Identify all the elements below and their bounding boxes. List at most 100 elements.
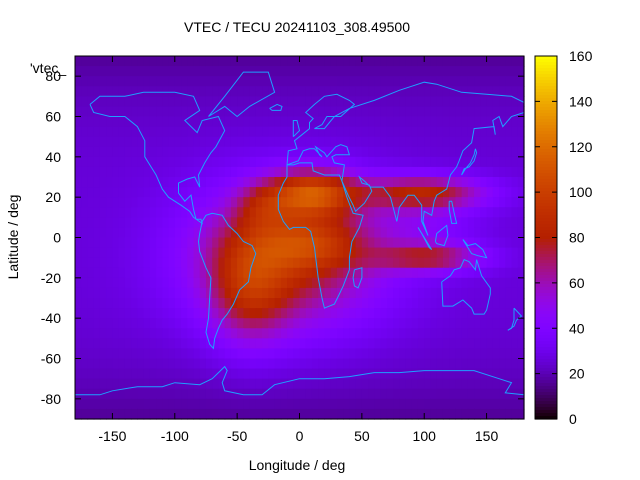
heatmap-cell	[212, 267, 220, 279]
heatmap-cell	[274, 358, 282, 370]
heatmap-cell	[299, 116, 307, 128]
heatmap-cell	[461, 197, 469, 208]
heatmap-cell	[99, 398, 107, 410]
heatmap-cell	[230, 408, 238, 420]
heatmap-cell	[156, 166, 163, 178]
colorbar-tick-label: 60	[569, 275, 585, 291]
heatmap-cell	[162, 378, 170, 390]
colorbar-segment	[535, 164, 557, 168]
heatmap-cell	[212, 66, 220, 77]
heatmap-cell	[237, 86, 244, 97]
heatmap-cell	[499, 348, 506, 360]
heatmap-cell	[255, 86, 263, 97]
heatmap-cell	[318, 126, 326, 138]
heatmap-cell	[318, 116, 326, 128]
heatmap-cell	[480, 298, 488, 309]
heatmap-cell	[199, 66, 207, 77]
heatmap-cell	[230, 166, 238, 178]
heatmap-cell	[361, 106, 369, 118]
heatmap-cell	[287, 328, 294, 339]
heatmap-cell	[467, 156, 475, 168]
heatmap-cell	[374, 368, 382, 380]
heatmap-cell	[405, 338, 413, 350]
heatmap-cell	[118, 106, 126, 118]
heatmap-cell	[399, 388, 407, 400]
heatmap-cell	[81, 398, 89, 410]
heatmap-cell	[131, 267, 138, 279]
heatmap-cell	[87, 116, 95, 128]
heatmap-cell	[162, 408, 170, 420]
heatmap-cell	[237, 166, 244, 178]
heatmap-cell	[386, 388, 394, 400]
heatmap-cell	[87, 247, 95, 259]
heatmap-cell	[168, 156, 176, 168]
colorbar-segment	[535, 92, 557, 96]
heatmap-cell	[330, 217, 338, 229]
heatmap-cell	[374, 287, 382, 299]
heatmap-cell	[299, 227, 307, 239]
heatmap-cell	[368, 86, 375, 97]
heatmap-cell	[149, 56, 157, 67]
heatmap-cell	[424, 277, 432, 289]
heatmap-cell	[417, 257, 425, 269]
heatmap-cell	[380, 76, 388, 87]
heatmap-cell	[386, 227, 394, 239]
heatmap-cell	[436, 287, 444, 299]
heatmap-cell	[455, 116, 463, 128]
heatmap-cell	[380, 277, 388, 289]
heatmap-cell	[156, 86, 163, 97]
heatmap-cell	[299, 388, 307, 400]
heatmap-cell	[168, 106, 176, 118]
heatmap-cell	[212, 156, 220, 168]
heatmap-cell	[268, 166, 276, 178]
heatmap-cell	[212, 136, 220, 148]
heatmap-cell	[343, 56, 350, 67]
heatmap-cell	[486, 247, 494, 259]
heatmap-cell	[181, 368, 188, 380]
heatmap-cell	[449, 227, 457, 239]
heatmap-cell	[174, 116, 182, 128]
heatmap-cell	[449, 368, 457, 380]
heatmap-cell	[293, 237, 301, 249]
heatmap-cell	[517, 358, 525, 370]
heatmap-cell	[393, 56, 400, 67]
heatmap-cell	[75, 66, 82, 77]
heatmap-cell	[243, 187, 251, 198]
heatmap-cell	[474, 398, 481, 410]
heatmap-cell	[361, 86, 369, 97]
heatmap-cell	[336, 126, 344, 138]
heatmap-cell	[480, 217, 488, 229]
heatmap-cell	[343, 318, 350, 329]
heatmap-cell	[505, 106, 513, 118]
heatmap-cell	[417, 247, 425, 259]
heatmap-cell	[218, 197, 226, 208]
heatmap-cell	[355, 86, 363, 97]
heatmap-cell	[243, 227, 251, 239]
heatmap-cell	[449, 378, 457, 390]
heatmap-cell	[143, 267, 151, 279]
heatmap-cell	[455, 166, 463, 178]
heatmap-cell	[380, 247, 388, 259]
heatmap-cell	[205, 368, 213, 380]
heatmap-cell	[287, 106, 294, 118]
heatmap-cell	[511, 96, 519, 108]
heatmap-cell	[162, 136, 170, 148]
heatmap-cell	[81, 86, 89, 97]
heatmap-cell	[380, 56, 388, 67]
heatmap-cell	[442, 237, 450, 249]
heatmap-cell	[268, 267, 276, 279]
heatmap-cell	[399, 136, 407, 148]
heatmap-cell	[442, 408, 450, 420]
heatmap-cell	[386, 187, 394, 198]
heatmap-cell	[455, 328, 463, 339]
heatmap-cell	[511, 408, 519, 420]
heatmap-cell	[492, 227, 500, 239]
heatmap-cell	[374, 378, 382, 390]
heatmap-cell	[87, 378, 95, 390]
heatmap-cell	[274, 136, 282, 148]
heatmap-cell	[511, 126, 519, 138]
heatmap-cell	[368, 197, 375, 208]
heatmap-cell	[274, 217, 282, 229]
heatmap-cell	[193, 56, 201, 67]
heatmap-cell	[156, 126, 163, 138]
